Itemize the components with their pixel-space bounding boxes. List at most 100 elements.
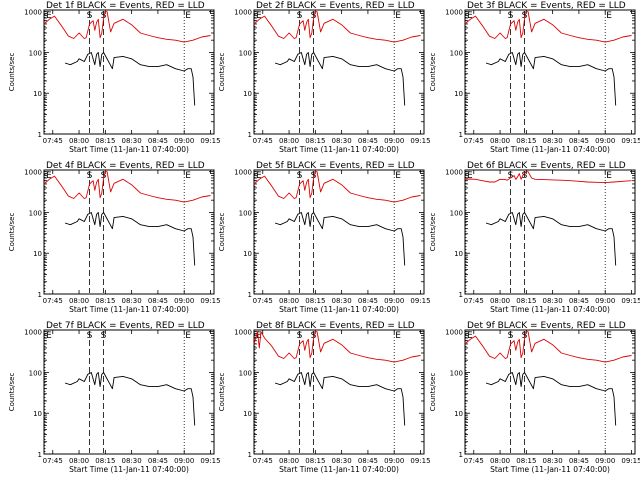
marker-e-label: E bbox=[256, 171, 262, 181]
x-tick-label: 09:15 bbox=[200, 137, 220, 145]
x-tick-label: 08:00 bbox=[279, 297, 299, 305]
plot-frame bbox=[43, 169, 215, 295]
marker-s-label: S bbox=[297, 331, 303, 341]
x-tick-label: 08:00 bbox=[69, 297, 89, 305]
y-tick-label: 1000 bbox=[24, 9, 42, 17]
marker-s-label: S bbox=[508, 11, 514, 21]
y-tick-label: 10 bbox=[454, 250, 463, 258]
x-tick-label: 08:00 bbox=[279, 457, 299, 465]
x-tick-label: 08:15 bbox=[95, 297, 115, 305]
y-tick-label: 1 bbox=[38, 451, 42, 459]
x-tick-label: 08:30 bbox=[543, 457, 563, 465]
x-tick-label: 08:15 bbox=[95, 457, 115, 465]
x-tick-label: 09:00 bbox=[595, 137, 615, 145]
x-tick-label: 08:00 bbox=[490, 457, 510, 465]
y-tick-label: 100 bbox=[239, 209, 252, 217]
x-tick-label: 09:15 bbox=[200, 457, 220, 465]
series-line-lld bbox=[464, 331, 632, 363]
x-tick-label: 08:15 bbox=[305, 457, 325, 465]
y-tick-label: 100 bbox=[239, 369, 252, 377]
marker-e-label: E bbox=[606, 171, 612, 181]
y-tick-label: 1 bbox=[248, 451, 252, 459]
y-axis-title: Counts/sec bbox=[8, 373, 16, 412]
marker-e-label: E bbox=[606, 331, 612, 341]
marker-s-label: S bbox=[101, 171, 107, 181]
marker-s-label: S bbox=[311, 171, 317, 181]
x-tick-label: 07:45 bbox=[43, 457, 63, 465]
x-tick-label: 08:30 bbox=[122, 297, 142, 305]
y-axis-title: Counts/sec bbox=[218, 213, 226, 252]
marker-s-label: S bbox=[508, 331, 514, 341]
x-tick-label: 08:15 bbox=[305, 137, 325, 145]
x-tick-label: 08:15 bbox=[516, 137, 536, 145]
x-tick-label: 08:15 bbox=[95, 137, 115, 145]
y-tick-label: 10 bbox=[243, 90, 252, 98]
x-axis-title: Start Time (11-Jan-11 07:40:00) bbox=[69, 305, 189, 314]
panel-det-5: Det 5f BLACK = Events, RED = LLD 1 10 100 10… bbox=[218, 161, 431, 314]
panel-det-3: Det 3f BLACK = Events, RED = LLD 1 10 100 10… bbox=[429, 1, 640, 154]
y-tick-label: 100 bbox=[450, 369, 463, 377]
marker-s-label: S bbox=[101, 331, 107, 341]
x-tick-label: 07:45 bbox=[253, 137, 273, 145]
marker-s-label: S bbox=[522, 171, 528, 181]
panel-det-9: Det 9f BLACK = Events, RED = LLD 1 10 100 10… bbox=[429, 321, 640, 474]
marker-s-label: S bbox=[297, 11, 303, 21]
series-line-events bbox=[485, 372, 617, 426]
x-tick-label: 09:15 bbox=[200, 297, 220, 305]
x-tick-label: 09:15 bbox=[410, 297, 430, 305]
plot-frame bbox=[253, 329, 425, 455]
series-line-lld bbox=[253, 171, 421, 203]
series-line-events bbox=[485, 212, 617, 266]
x-tick-label: 08:30 bbox=[332, 137, 352, 145]
marker-s-label: S bbox=[311, 331, 317, 341]
marker-e-label: E bbox=[256, 11, 262, 21]
plot-frame bbox=[253, 169, 425, 295]
y-tick-label: 100 bbox=[29, 369, 42, 377]
y-tick-label: 1 bbox=[38, 291, 42, 299]
x-tick-label: 09:00 bbox=[174, 137, 194, 145]
x-tick-label: 07:45 bbox=[43, 137, 63, 145]
y-tick-label: 100 bbox=[450, 49, 463, 57]
y-tick-label: 1000 bbox=[234, 9, 252, 17]
x-axis-title: Start Time (11-Jan-11 07:40:00) bbox=[69, 145, 189, 154]
x-tick-label: 07:45 bbox=[464, 457, 484, 465]
y-tick-label: 1 bbox=[248, 291, 252, 299]
marker-e-label: E bbox=[185, 171, 191, 181]
y-tick-label: 10 bbox=[33, 90, 42, 98]
marker-e-label: E bbox=[185, 11, 191, 21]
marker-s-label: S bbox=[87, 331, 93, 341]
x-tick-label: 07:45 bbox=[464, 137, 484, 145]
y-tick-label: 10 bbox=[33, 410, 42, 418]
panel-title: Det 4f BLACK = Events, RED = LLD bbox=[46, 161, 205, 171]
y-tick-label: 1 bbox=[248, 131, 252, 139]
panel-title: Det 3f BLACK = Events, RED = LLD bbox=[467, 1, 626, 11]
x-tick-label: 08:00 bbox=[69, 457, 89, 465]
plot-frame bbox=[464, 329, 636, 455]
marker-e-label: E bbox=[395, 331, 401, 341]
x-tick-label: 08:15 bbox=[516, 457, 536, 465]
x-tick-label: 08:45 bbox=[358, 457, 378, 465]
x-axis-title: Start Time (11-Jan-11 07:40:00) bbox=[279, 465, 399, 474]
x-tick-label: 08:45 bbox=[569, 457, 589, 465]
marker-e-label: E bbox=[46, 11, 52, 21]
y-tick-label: 10 bbox=[454, 90, 463, 98]
x-tick-label: 08:45 bbox=[569, 297, 589, 305]
x-axis-title: Start Time (11-Jan-11 07:40:00) bbox=[490, 465, 610, 474]
panel-title: Det 2f BLACK = Events, RED = LLD bbox=[256, 1, 415, 11]
series-line-lld bbox=[464, 11, 632, 43]
y-tick-label: 10 bbox=[33, 250, 42, 258]
x-tick-label: 07:45 bbox=[43, 297, 63, 305]
marker-e-label: E bbox=[46, 171, 52, 181]
series-line-lld bbox=[253, 11, 421, 43]
x-tick-label: 08:15 bbox=[305, 297, 325, 305]
x-axis-title: Start Time (11-Jan-11 07:40:00) bbox=[69, 465, 189, 474]
x-tick-label: 09:00 bbox=[384, 457, 404, 465]
x-tick-label: 08:45 bbox=[569, 137, 589, 145]
plot-frame bbox=[43, 329, 215, 455]
y-tick-label: 1 bbox=[38, 131, 42, 139]
x-tick-label: 07:45 bbox=[253, 457, 273, 465]
y-tick-label: 1 bbox=[459, 131, 463, 139]
series-line-events bbox=[274, 212, 406, 266]
panel-title: Det 7f BLACK = Events, RED = LLD bbox=[46, 321, 205, 331]
y-axis-title: Counts/sec bbox=[8, 213, 16, 252]
